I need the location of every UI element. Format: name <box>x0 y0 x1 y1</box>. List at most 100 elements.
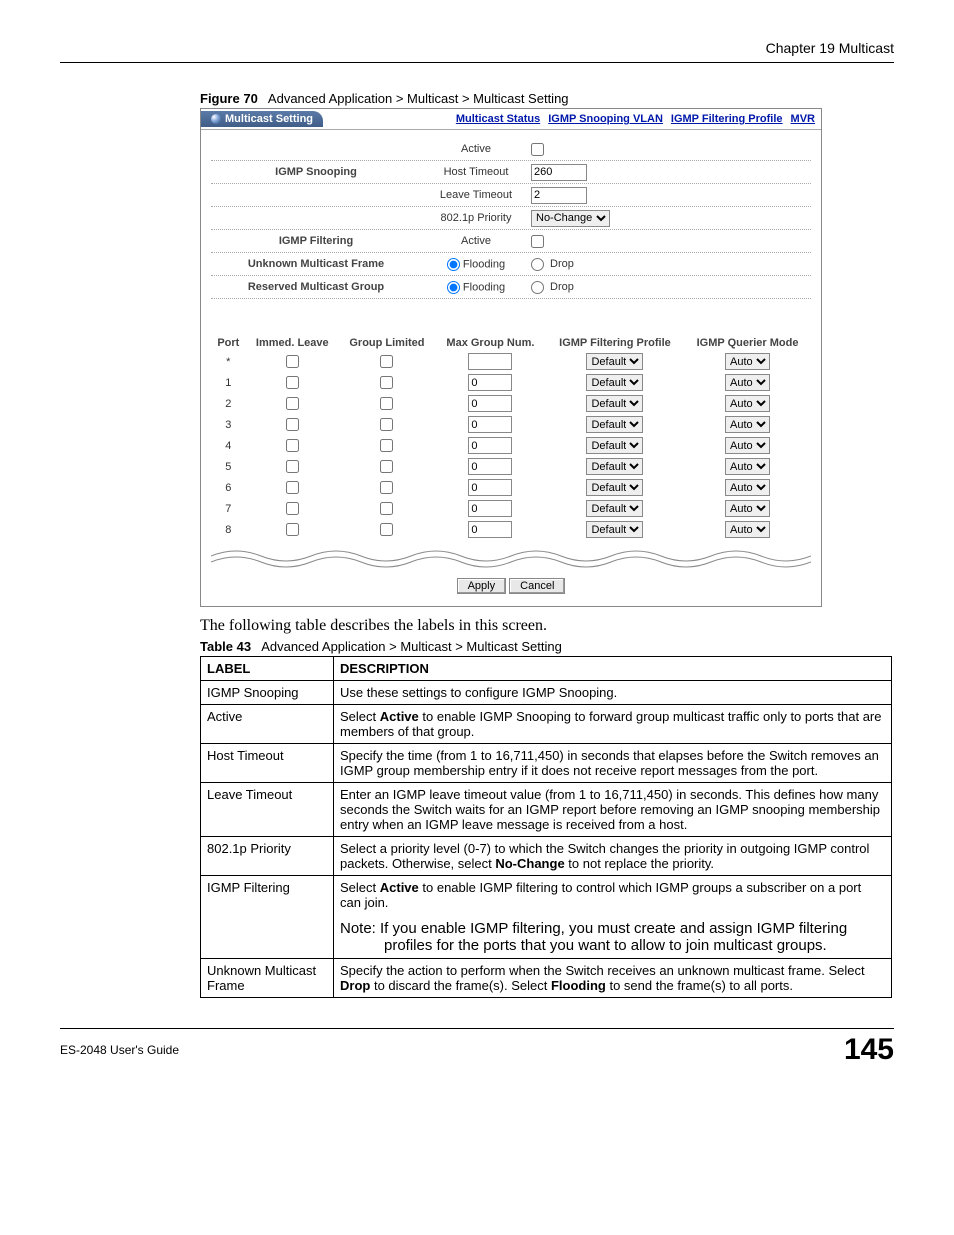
immed-leave-checkbox[interactable] <box>286 355 299 368</box>
port-th: IGMP Querier Mode <box>684 335 811 351</box>
group-limited-checkbox[interactable] <box>380 418 393 431</box>
page-number: 145 <box>844 1033 894 1067</box>
desc-th-label: LABEL <box>201 657 334 681</box>
group-limited-checkbox[interactable] <box>380 397 393 410</box>
apply-button[interactable]: Apply <box>457 578 507 594</box>
text-input[interactable] <box>531 164 587 181</box>
filtering-profile-select[interactable]: Default <box>586 437 643 454</box>
tab-current-label: Multicast Setting <box>225 113 313 125</box>
filtering-profile-select[interactable]: Default <box>586 374 643 391</box>
desc-label: Active <box>201 705 334 744</box>
querier-mode-select[interactable]: Auto <box>725 374 770 391</box>
text-input[interactable] <box>531 187 587 204</box>
row-label-left: Unknown Multicast Frame <box>211 258 421 270</box>
tab-links: Multicast Status IGMP Snooping VLAN IGMP F… <box>323 113 821 125</box>
desc-row: IGMP FilteringSelect Active to enable IG… <box>201 876 892 959</box>
immed-leave-checkbox[interactable] <box>286 460 299 473</box>
port-row: 6DefaultAuto <box>211 477 811 498</box>
max-group-input[interactable] <box>468 353 512 370</box>
row-control <box>531 143 671 156</box>
immed-leave-checkbox[interactable] <box>286 439 299 452</box>
querier-mode-select[interactable]: Auto <box>725 395 770 412</box>
desc-label: Unknown Multicast Frame <box>201 959 334 998</box>
tab-current[interactable]: Multicast Setting <box>201 111 323 127</box>
max-group-input[interactable] <box>468 521 512 538</box>
max-group-input[interactable] <box>468 458 512 475</box>
immed-leave-checkbox[interactable] <box>286 397 299 410</box>
querier-mode-select[interactable]: Auto <box>725 437 770 454</box>
querier-mode-select[interactable]: Auto <box>725 500 770 517</box>
radio-flooding[interactable] <box>447 258 460 271</box>
filtering-profile-select[interactable]: Default <box>586 458 643 475</box>
group-limited-checkbox[interactable] <box>380 502 393 515</box>
immed-leave-checkbox[interactable] <box>286 502 299 515</box>
desc-row: 802.1p PrioritySelect a priority level (… <box>201 837 892 876</box>
port-row: 2DefaultAuto <box>211 393 811 414</box>
tab-link[interactable]: IGMP Snooping VLAN <box>548 113 663 125</box>
row-label-mid: Active <box>421 235 531 247</box>
immed-leave-checkbox[interactable] <box>286 523 299 536</box>
group-limited-checkbox[interactable] <box>380 376 393 389</box>
button-row: Apply Cancel <box>201 568 821 606</box>
desc-th-desc: DESCRIPTION <box>334 657 892 681</box>
group-limited-checkbox[interactable] <box>380 523 393 536</box>
radio-opt2: Drop <box>531 281 671 294</box>
querier-mode-select[interactable]: Auto <box>725 416 770 433</box>
querier-mode-select[interactable]: Auto <box>725 353 770 370</box>
desc-label: Host Timeout <box>201 744 334 783</box>
tab-link[interactable]: MVR <box>791 113 815 125</box>
active-checkbox[interactable] <box>531 143 544 156</box>
querier-mode-select[interactable]: Auto <box>725 479 770 496</box>
max-group-input[interactable] <box>468 416 512 433</box>
priority-select[interactable]: No-Change <box>531 210 610 227</box>
tab-link[interactable]: IGMP Filtering Profile <box>671 113 783 125</box>
immed-leave-checkbox[interactable] <box>286 376 299 389</box>
tab-link[interactable]: Multicast Status <box>456 113 540 125</box>
radio-opt2: Drop <box>531 258 671 271</box>
radio-flooding[interactable] <box>447 281 460 294</box>
settings-grid: ActiveIGMP SnoopingHost TimeoutLeave Tim… <box>201 130 821 305</box>
max-group-input[interactable] <box>468 500 512 517</box>
settings-row: Unknown Multicast Frame Flooding Drop <box>211 253 811 276</box>
figure-title: Advanced Application > Multicast > Multi… <box>268 91 569 106</box>
querier-mode-select[interactable]: Auto <box>725 458 770 475</box>
group-limited-checkbox[interactable] <box>380 439 393 452</box>
immed-leave-checkbox[interactable] <box>286 481 299 494</box>
row-control: No-Change <box>531 210 671 227</box>
port-row: 7DefaultAuto <box>211 498 811 519</box>
querier-mode-select[interactable]: Auto <box>725 521 770 538</box>
panel-tabs: Multicast Setting Multicast Status IGMP S… <box>201 109 821 130</box>
cancel-button[interactable]: Cancel <box>509 578 565 594</box>
row-label-mid: 802.1p Priority <box>421 212 531 224</box>
row-label-left: IGMP Snooping <box>211 166 421 178</box>
max-group-input[interactable] <box>468 374 512 391</box>
row-label-left: IGMP Filtering <box>211 235 421 247</box>
desc-label: 802.1p Priority <box>201 837 334 876</box>
filtering-profile-select[interactable]: Default <box>586 500 643 517</box>
max-group-input[interactable] <box>468 437 512 454</box>
port-cell: 8 <box>211 519 246 540</box>
igmp-filtering-checkbox[interactable] <box>531 235 544 248</box>
radio-drop[interactable] <box>531 258 544 271</box>
group-limited-checkbox[interactable] <box>380 355 393 368</box>
port-table-wrap: PortImmed. LeaveGroup LimitedMax Group N… <box>201 305 821 548</box>
group-limited-checkbox[interactable] <box>380 481 393 494</box>
immed-leave-checkbox[interactable] <box>286 418 299 431</box>
desc-text: Select a priority level (0-7) to which t… <box>334 837 892 876</box>
group-limited-checkbox[interactable] <box>380 460 393 473</box>
port-row: 3DefaultAuto <box>211 414 811 435</box>
filtering-profile-select[interactable]: Default <box>586 521 643 538</box>
filtering-profile-select[interactable]: Default <box>586 395 643 412</box>
filtering-profile-select[interactable]: Default <box>586 416 643 433</box>
max-group-input[interactable] <box>468 395 512 412</box>
table-truncation-indicator <box>211 550 811 568</box>
radio-drop[interactable] <box>531 281 544 294</box>
max-group-input[interactable] <box>468 479 512 496</box>
desc-row: Host TimeoutSpecify the time (from 1 to … <box>201 744 892 783</box>
filtering-profile-select[interactable]: Default <box>586 479 643 496</box>
filtering-profile-select[interactable]: Default <box>586 353 643 370</box>
settings-row: IGMP FilteringActive <box>211 230 811 253</box>
desc-row: IGMP SnoopingUse these settings to confi… <box>201 681 892 705</box>
port-table: PortImmed. LeaveGroup LimitedMax Group N… <box>211 335 811 540</box>
desc-row: Leave TimeoutEnter an IGMP leave timeout… <box>201 783 892 837</box>
